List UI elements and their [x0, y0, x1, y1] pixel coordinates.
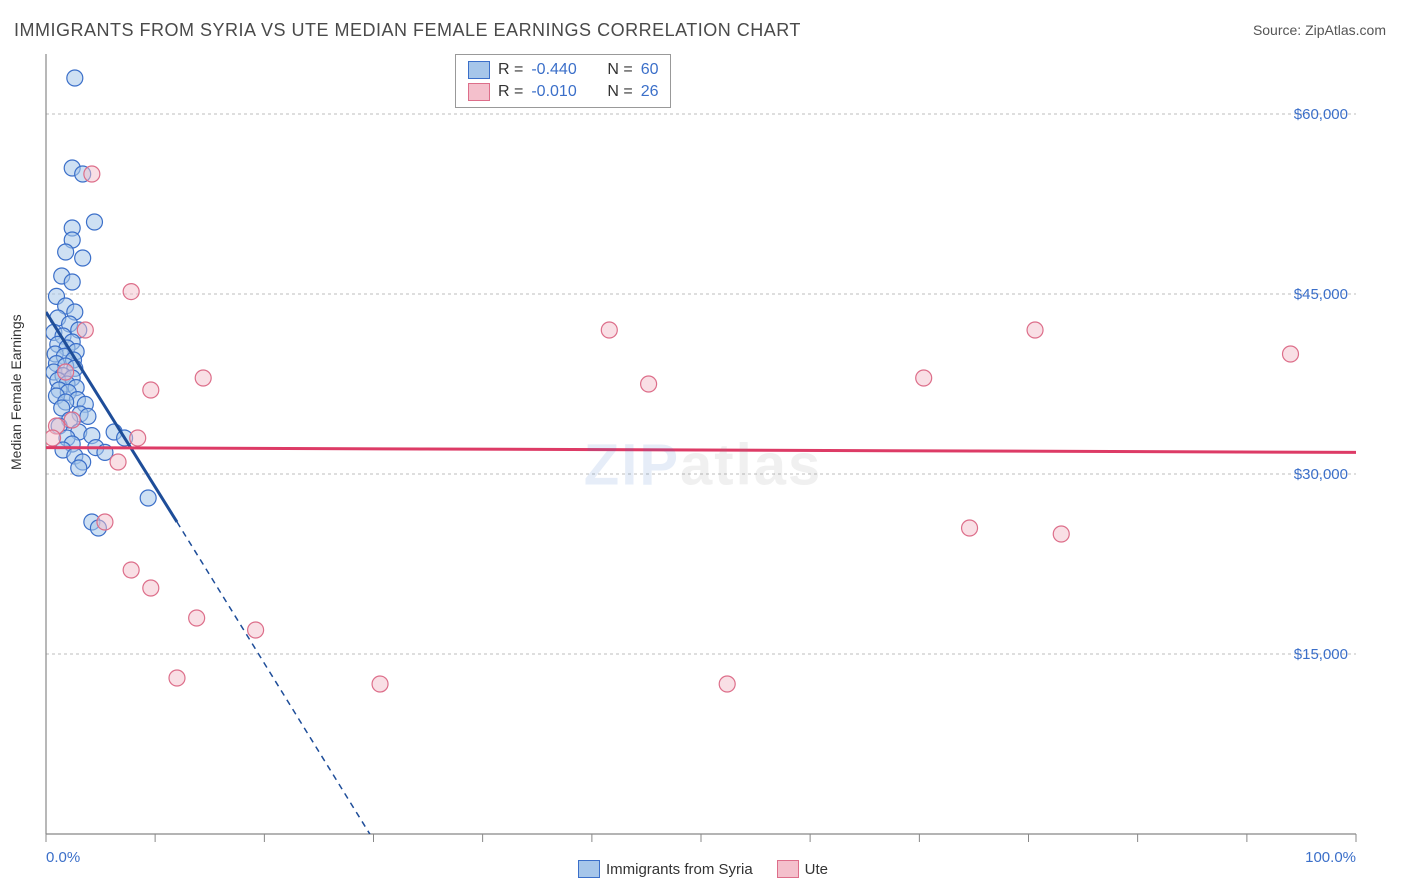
data-point — [169, 670, 185, 686]
source-label: Source: ZipAtlas.com — [1253, 22, 1386, 38]
data-point — [1053, 526, 1069, 542]
data-point — [916, 370, 932, 386]
data-point — [195, 370, 211, 386]
data-point — [86, 214, 102, 230]
data-point — [1283, 346, 1299, 362]
data-point — [75, 250, 91, 266]
page-title: IMMIGRANTS FROM SYRIA VS UTE MEDIAN FEMA… — [14, 20, 801, 41]
y-tick-label: $30,000 — [1294, 466, 1348, 483]
legend-swatch — [777, 860, 799, 878]
data-point — [641, 376, 657, 392]
legend-item: Ute — [777, 860, 828, 878]
y-tick-label: $15,000 — [1294, 646, 1348, 663]
data-point — [143, 382, 159, 398]
data-point — [372, 676, 388, 692]
data-point — [143, 580, 159, 596]
data-point — [719, 676, 735, 692]
data-point — [77, 322, 93, 338]
y-tick-label: $45,000 — [1294, 286, 1348, 303]
legend-label: Immigrants from Syria — [606, 861, 753, 878]
data-point — [140, 490, 156, 506]
legend-stats-row: R =-0.010N =26 — [468, 81, 658, 103]
legend-swatch — [468, 61, 490, 79]
y-tick-label: $60,000 — [1294, 106, 1348, 123]
data-point — [601, 322, 617, 338]
legend-swatch — [468, 83, 490, 101]
chart-container: Median Female Earnings $15,000 $30,000 $45… — [0, 50, 1406, 880]
legend-stats: R =-0.440N =60R =-0.010N =26 — [455, 54, 671, 108]
data-point — [962, 520, 978, 536]
legend-label: Ute — [805, 861, 828, 878]
legend-swatch — [578, 860, 600, 878]
legend-stats-row: R =-0.440N =60 — [468, 59, 658, 81]
data-point — [64, 412, 80, 428]
data-point — [1027, 322, 1043, 338]
trend-line-extrap — [177, 522, 374, 840]
legend-item: Immigrants from Syria — [578, 860, 753, 878]
data-point — [80, 408, 96, 424]
data-point — [64, 274, 80, 290]
data-point — [189, 610, 205, 626]
data-point — [123, 284, 139, 300]
data-point — [130, 430, 146, 446]
data-point — [58, 364, 74, 380]
correlation-chart: $15,000$30,000$45,000$60,0000.0%100.0% — [0, 50, 1406, 880]
trend-line — [46, 448, 1356, 453]
data-point — [84, 166, 100, 182]
legend-series: Immigrants from Syria Ute — [0, 860, 1406, 878]
data-point — [45, 430, 61, 446]
data-point — [58, 244, 74, 260]
data-point — [71, 460, 87, 476]
data-point — [97, 514, 113, 530]
y-axis-label: Median Female Earnings — [8, 314, 24, 470]
data-point — [110, 454, 126, 470]
data-point — [123, 562, 139, 578]
data-point — [248, 622, 264, 638]
data-point — [67, 70, 83, 86]
